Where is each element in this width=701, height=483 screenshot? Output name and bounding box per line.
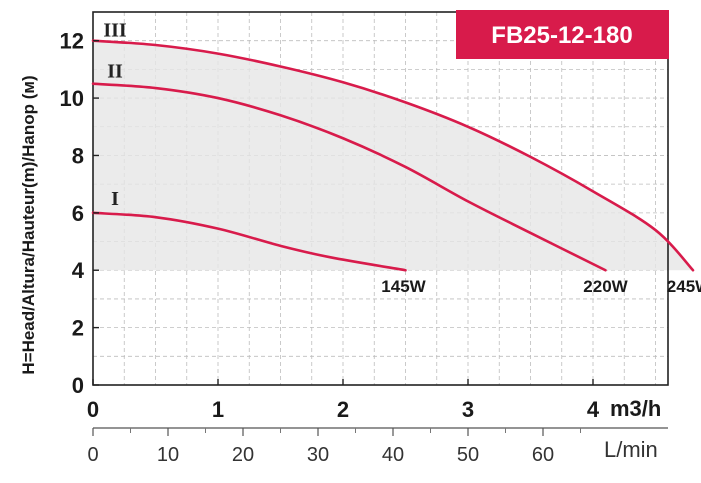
power-label-iii: 245W — [667, 277, 701, 296]
x-tick-label: 2 — [337, 397, 349, 422]
y-tick-label: 2 — [72, 316, 84, 341]
x2-tick-label: 40 — [382, 444, 404, 466]
x2-tick-label: 20 — [232, 444, 254, 466]
model-badge — [456, 10, 669, 59]
x-tick-label: 1 — [212, 397, 224, 422]
x-tick-label: 3 — [462, 397, 474, 422]
curves — [91, 39, 695, 272]
curve-name-i: I — [111, 188, 119, 210]
y-axis-label: H=Head/Altura/Hauteur(m)/Hanop (м) — [19, 75, 38, 374]
curve-iii — [91, 39, 695, 272]
curve-name-ii: II — [107, 61, 123, 83]
plot-border — [92, 11, 669, 386]
x2-tick-label: 10 — [157, 444, 179, 466]
y-tick-label: 10 — [60, 86, 84, 111]
y-tick-label: 4 — [72, 258, 85, 283]
x-tick-label: 0 — [87, 397, 99, 422]
power-label-ii: 220W — [583, 277, 628, 296]
y-tick-label: 12 — [60, 29, 84, 54]
shaded-operating-area — [93, 40, 693, 271]
y-tick-label: 8 — [72, 143, 84, 168]
power-label-i: 145W — [381, 277, 426, 296]
plot-frame — [92, 11, 669, 429]
x-tick-label: 4 — [587, 397, 600, 422]
x-axis-unit-m3h: m3/h — [610, 396, 661, 421]
curve-ii — [91, 82, 607, 272]
x2-tick-label: 60 — [532, 444, 554, 466]
curve-i — [91, 211, 407, 272]
chart-title: FB25-12-180 — [491, 22, 632, 49]
x2-tick-label: 30 — [307, 444, 329, 466]
y-tick-label: 6 — [72, 201, 84, 226]
y-tick-label: 0 — [72, 373, 84, 398]
curve-labels: I 145W II 220W III 245W — [103, 20, 701, 297]
x-axis-unit-lmin: L/min — [604, 437, 658, 462]
x2-tick-label: 0 — [87, 444, 98, 466]
curve-name-iii: III — [103, 20, 127, 42]
x2-tick-label: 50 — [457, 444, 479, 466]
